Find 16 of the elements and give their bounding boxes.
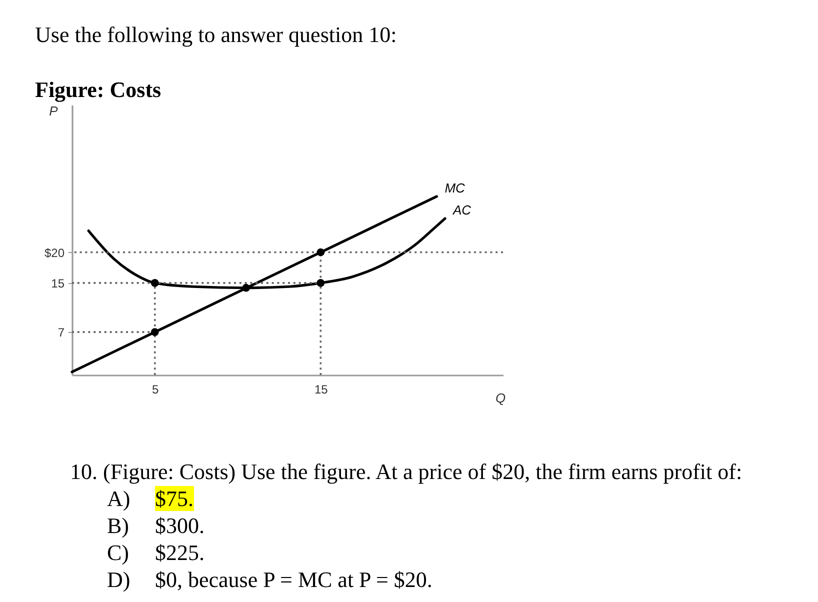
text: 10. (Figure: Costs) Use the figure. At a price of $20, the firm earns profit of: — [70, 459, 742, 485]
x-tick-label: 5 — [152, 382, 160, 396]
text: B) $300. — [107, 513, 204, 539]
text: D) $0, because P = MC at P = $20. — [107, 567, 432, 593]
series-label: MC — [444, 180, 466, 196]
x-axis-title: Q — [495, 390, 506, 406]
y-tick-label: 15 — [51, 276, 65, 290]
y-axis-title: P — [49, 104, 58, 118]
chart-title: Figure: Costs — [35, 77, 162, 103]
text-highlight: $75. — [155, 486, 194, 511]
y-tick-label: $20 — [44, 246, 65, 260]
text: C) $225. — [107, 540, 204, 566]
y-tick-label: 7 — [58, 326, 65, 340]
text: Use the following to answer question 10: — [35, 22, 397, 48]
series-label: AC — [452, 202, 472, 218]
text: A) $75. — [107, 486, 194, 512]
